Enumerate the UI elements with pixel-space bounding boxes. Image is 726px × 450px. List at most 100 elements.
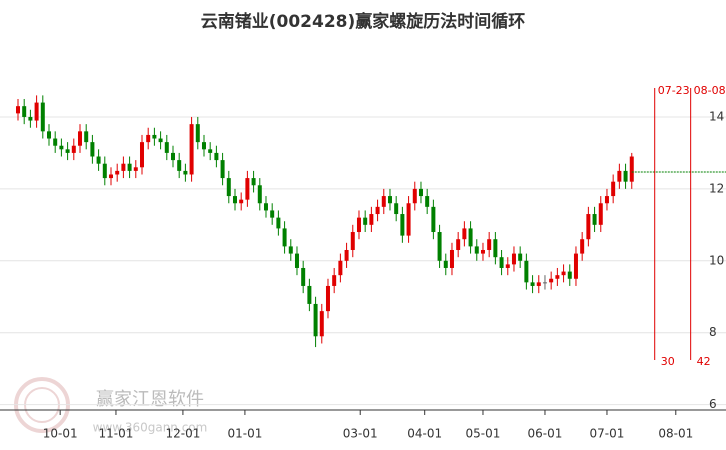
candle-body (307, 285, 312, 304)
candle-body (555, 275, 560, 279)
candle-body (462, 228, 467, 240)
candle-body (77, 131, 82, 146)
candle-body (282, 228, 287, 247)
candle-body (232, 196, 237, 204)
candle-body (28, 116, 33, 121)
candle-body (46, 131, 51, 139)
candle-body (332, 275, 337, 286)
x-tick-label: 04-01 (407, 427, 442, 441)
candle-body (208, 149, 213, 153)
candle-body (561, 271, 566, 276)
candle-body (468, 228, 473, 247)
candle-body (214, 152, 219, 161)
candle-body (319, 311, 324, 337)
candle-body (59, 145, 64, 150)
candle-body (480, 249, 485, 254)
candle-body (437, 232, 442, 261)
candle-body (239, 199, 244, 204)
candle-body (536, 282, 541, 286)
y-tick-label: 8 (709, 325, 717, 339)
candle-body (505, 264, 510, 268)
candle-body (257, 185, 262, 204)
candle-body (387, 196, 392, 204)
x-tick-label: 07-01 (590, 427, 625, 441)
candle-body (518, 253, 523, 261)
candle-body (381, 196, 386, 207)
candle-body (530, 282, 535, 286)
candle-body (617, 170, 622, 182)
candle-body (127, 163, 132, 171)
y-tick-label: 6 (709, 397, 717, 411)
x-tick-label: 05-01 (466, 427, 501, 441)
candle-body (121, 163, 126, 171)
candle-body (115, 170, 120, 175)
candle-body (189, 124, 194, 175)
candle-body (580, 239, 585, 254)
candle-body (177, 160, 182, 171)
candle-body (220, 160, 225, 179)
candle-body (542, 282, 547, 284)
candle-body (524, 260, 529, 283)
candle-body (549, 278, 554, 283)
candle-body (226, 178, 231, 197)
x-tick-label: 06-01 (528, 427, 563, 441)
candle-body (40, 102, 45, 132)
candle-body (90, 142, 95, 157)
candle-body (294, 253, 299, 268)
candle-body (412, 188, 417, 204)
y-tick-label: 14 (709, 109, 724, 123)
candle-body (474, 246, 479, 254)
candle-body (84, 131, 89, 143)
candle-body (511, 253, 516, 265)
candle-body (344, 249, 349, 261)
candle-body (164, 142, 169, 153)
candle-body (567, 271, 572, 279)
candle-body (22, 106, 27, 117)
candle-body (487, 239, 492, 250)
candle-body (146, 134, 151, 143)
candle-body (53, 138, 58, 146)
candle-body (493, 239, 498, 258)
candle-body (350, 232, 355, 250)
chart-title: 云南锗业(002428)赢家螺旋历法时间循环 (201, 11, 526, 32)
candle-body (16, 106, 20, 114)
candle-body (586, 214, 591, 240)
candle-body (34, 102, 39, 121)
candle-body (170, 152, 175, 161)
x-tick-label: 08-01 (658, 427, 693, 441)
candle-body (369, 214, 374, 225)
y-tick-label: 10 (709, 253, 724, 267)
candle-body (65, 149, 70, 153)
candle-body (623, 170, 628, 182)
candle-body (431, 206, 436, 233)
candle-body (108, 174, 113, 179)
candle-body (573, 253, 578, 279)
candle-body (325, 285, 330, 312)
candle-body (598, 203, 603, 225)
cycle-date: 08-08 (694, 84, 726, 97)
candle-body (71, 145, 76, 153)
candle-body (288, 246, 293, 254)
x-tick-label: 03-01 (343, 427, 378, 441)
candle-body (611, 181, 616, 197)
candle-body (102, 163, 107, 179)
candle-body (139, 142, 144, 168)
cycle-count: 30 (661, 355, 675, 368)
candle-body (96, 156, 101, 164)
candle-body (400, 214, 405, 236)
candle-body (449, 249, 454, 268)
candle-body (394, 203, 399, 215)
candle-body (158, 138, 163, 143)
candle-body (592, 214, 597, 225)
candle-body (406, 203, 411, 236)
candle-body (375, 206, 380, 215)
candle-body (338, 260, 343, 276)
cycle-count: 42 (697, 355, 711, 368)
candle-body (245, 178, 250, 200)
candle-body (251, 178, 256, 186)
x-tick-label: 10-01 (43, 427, 78, 441)
candle-body (276, 217, 281, 229)
candle-body (301, 267, 306, 286)
candle-body (499, 257, 504, 268)
